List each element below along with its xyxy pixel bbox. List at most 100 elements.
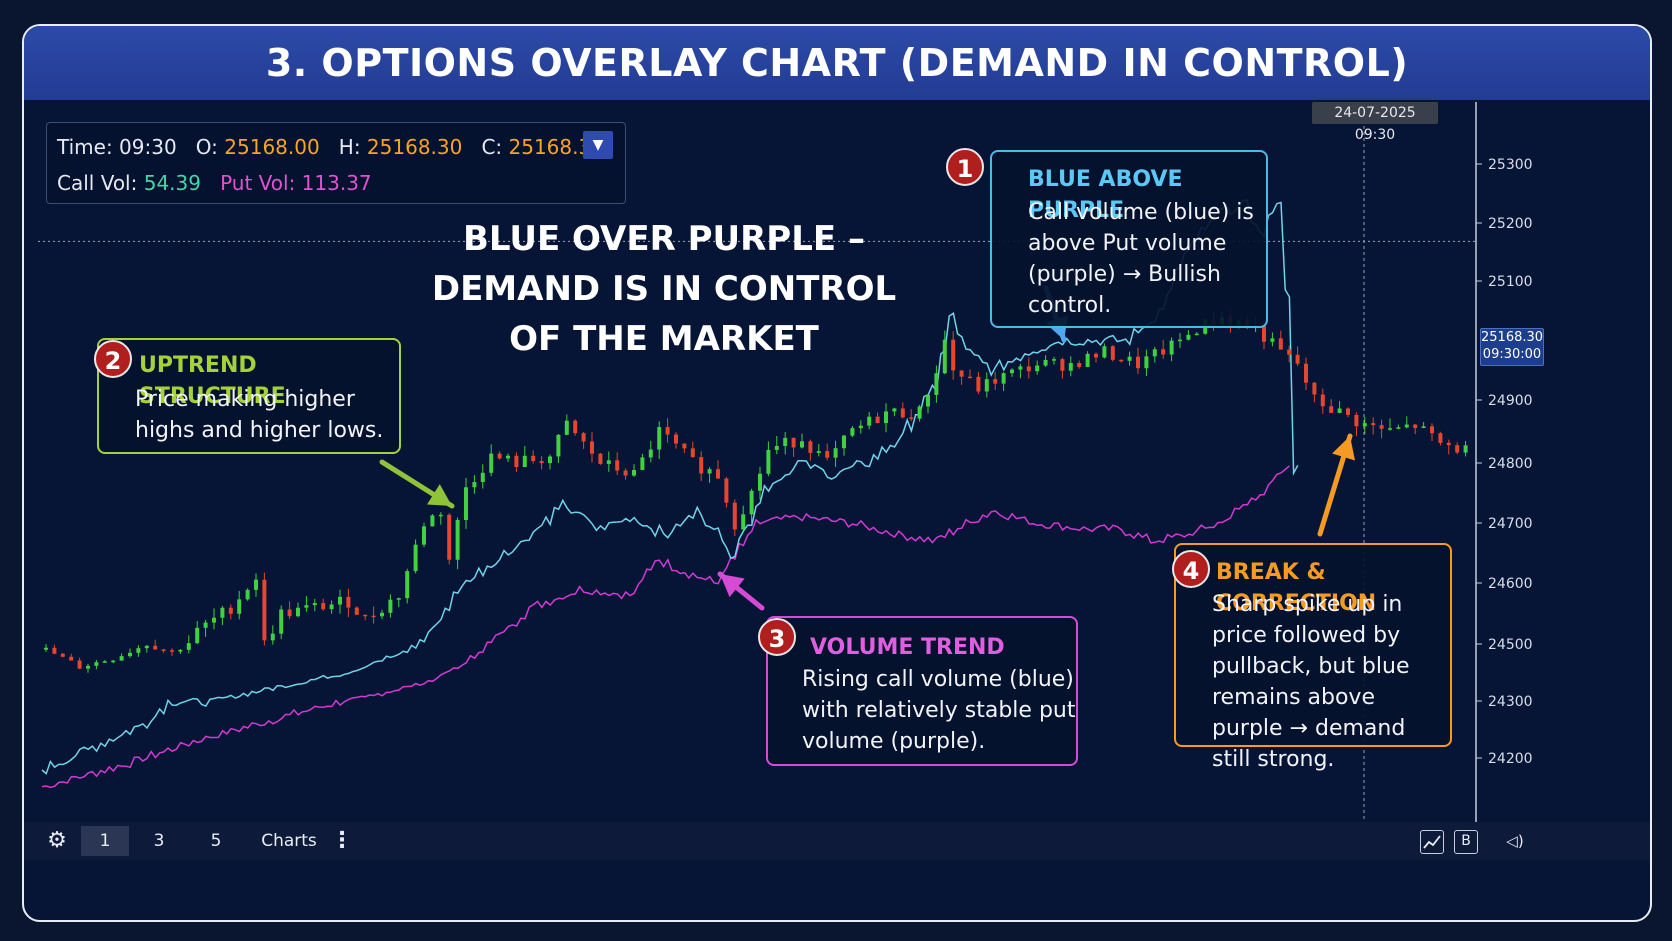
more-options-icon[interactable]: ⋮: [331, 828, 353, 853]
candle: [1110, 346, 1115, 360]
candle: [489, 453, 494, 473]
candle: [514, 455, 519, 468]
candle: [245, 589, 250, 600]
candle: [1010, 369, 1014, 374]
candle: [564, 420, 569, 435]
candle: [598, 453, 603, 464]
timeframe-5-button[interactable]: 5: [210, 831, 222, 851]
candle: [422, 526, 426, 545]
candle: [371, 615, 376, 618]
candle: [44, 647, 48, 650]
candle: [111, 660, 116, 663]
candle: [590, 441, 594, 454]
candle: [1161, 349, 1166, 355]
candle: [1026, 366, 1031, 372]
candle: [86, 665, 90, 669]
candle: [220, 607, 225, 618]
crosshair-time: 09:30:00: [1482, 347, 1542, 362]
timeframe-3-button[interactable]: 3: [153, 831, 165, 851]
candle: [749, 490, 754, 515]
candle: [632, 469, 636, 476]
candle: [464, 487, 468, 521]
candle: [1329, 406, 1334, 413]
candle: [993, 379, 998, 384]
callout-text: Sharp spike up in price followed by pull…: [1212, 592, 1410, 772]
candle: [170, 650, 174, 652]
candle: [1094, 353, 1098, 358]
candle: [1119, 359, 1124, 362]
candle: [1035, 365, 1040, 372]
timeframe-1-button[interactable]: 1: [81, 826, 129, 856]
callout-blue-above-purple: BLUE ABOVE PURPLE Call volume (blue) is …: [990, 150, 1268, 328]
callout-title: UPTREND STRUCTURE: [139, 353, 286, 409]
candle: [60, 653, 65, 657]
candle: [153, 645, 158, 650]
candle: [388, 599, 393, 613]
candle: [497, 453, 502, 459]
candle: [699, 457, 704, 474]
callout-volume-trend: VOLUME TREND Rising call volume (blue) w…: [766, 616, 1078, 766]
candle: [77, 660, 82, 669]
candle: [52, 647, 57, 654]
line-chart-icon[interactable]: [1420, 830, 1444, 854]
candle: [1413, 424, 1418, 428]
candle: [573, 420, 578, 434]
candle: [178, 649, 183, 652]
candle: [119, 656, 124, 661]
candle: [1463, 445, 1468, 453]
candle: [237, 599, 242, 614]
candle: [732, 502, 737, 530]
candle: [1018, 366, 1023, 370]
candle: [976, 376, 981, 392]
candle: [682, 443, 687, 449]
candle: [1396, 427, 1401, 429]
callout-text: Call volume (blue) is above Put volume (…: [1028, 200, 1254, 318]
candle: [1068, 363, 1073, 371]
candle: [455, 520, 460, 560]
candle: [1085, 353, 1090, 367]
bar-mode-button[interactable]: B: [1454, 830, 1478, 854]
candle: [741, 514, 746, 530]
candle: [128, 652, 132, 657]
chevron-down-icon[interactable]: ▼: [583, 131, 613, 159]
y-tick-label: 24700: [1488, 516, 1533, 532]
gear-icon[interactable]: ⚙: [47, 828, 67, 853]
candle: [438, 514, 443, 517]
high-label: H:: [338, 135, 361, 159]
candle: [1077, 363, 1082, 367]
candle: [304, 605, 309, 608]
candle: [262, 579, 267, 641]
candle: [472, 482, 477, 488]
candle: [1346, 408, 1350, 415]
candle: [94, 662, 99, 666]
candle: [296, 607, 300, 617]
candle: [1194, 333, 1199, 336]
candle: [884, 411, 888, 424]
candle: [228, 607, 233, 614]
candle: [581, 433, 586, 442]
candle: [674, 434, 678, 444]
candle: [338, 596, 342, 605]
chart-canvas[interactable]: 25300 25200 25100 24900 24800 24700 24600 24500…: [24, 26, 1650, 822]
open-value: 25168.00: [224, 135, 320, 159]
sound-icon[interactable]: ◁): [1506, 832, 1524, 850]
candle: [329, 604, 334, 610]
candle: [396, 598, 401, 600]
candle: [1060, 359, 1065, 371]
y-tick-label: 24800: [1488, 456, 1533, 472]
y-tick-label: 24600: [1488, 576, 1533, 592]
put-vol-label: Put Vol:: [220, 171, 296, 195]
candle: [1102, 346, 1107, 358]
candle: [380, 612, 384, 617]
callout-number-badge: 1: [946, 148, 984, 186]
candle: [791, 437, 796, 448]
candle: [539, 461, 544, 464]
break-correction-arrow-head: [1332, 436, 1356, 461]
callout-text: Price making higher highs and higher low…: [135, 387, 384, 443]
candle: [1371, 423, 1376, 426]
candle: [1362, 423, 1367, 427]
candle: [136, 648, 141, 653]
charts-button[interactable]: Charts: [261, 831, 317, 851]
candle: [161, 649, 166, 651]
candle: [102, 661, 107, 663]
